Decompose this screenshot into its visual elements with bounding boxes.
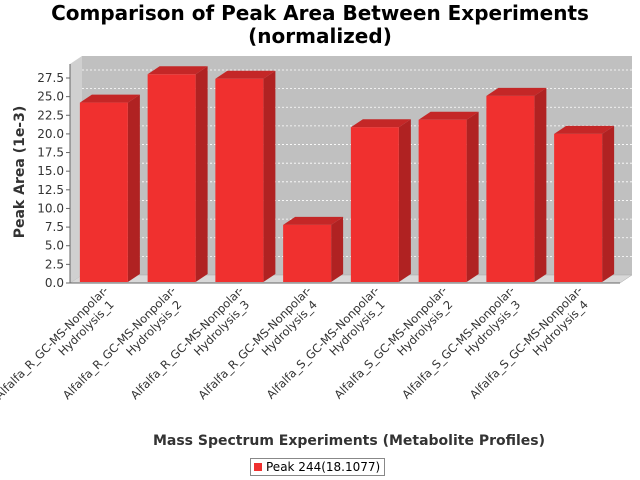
x-tick-label: Alfalfa_R_GC-MS-Nonpolar-Hydrolysis_3 <box>128 283 252 402</box>
y-tick-label: 12.5 <box>37 183 64 197</box>
legend-swatch <box>254 463 262 471</box>
y-tick-label: 7.5 <box>45 220 64 234</box>
x-axis-label: Mass Spectrum Experiments (Metabolite Pr… <box>153 433 545 449</box>
y-axis-label: Peak Area (1e-3) <box>12 106 28 239</box>
chart-title-line-1: Comparison of Peak Area Between Experime… <box>51 1 589 25</box>
legend: Peak 244(18.1077) <box>250 458 386 476</box>
bars <box>79 66 615 283</box>
bar-top <box>418 111 479 120</box>
bar-side <box>195 66 208 282</box>
bar-top <box>79 94 140 103</box>
bar-top <box>554 125 615 134</box>
x-tick-label-line: Alfalfa_R_GC-MS-Nonpolar- <box>0 283 111 402</box>
bar-top <box>283 216 344 225</box>
bar <box>283 224 332 282</box>
bar-side <box>534 87 547 283</box>
x-tick-label: Alfalfa_R_GC-MS-Nonpolar-Hydrolysis_4 <box>195 283 319 402</box>
plot-side-wall <box>70 56 82 283</box>
bar-side <box>127 94 140 282</box>
bar-top <box>215 70 276 79</box>
y-tick-label: 27.5 <box>37 71 64 85</box>
bar-side <box>602 125 615 282</box>
x-tick-label: Alfalfa_R_GC-MS-Nonpolar-Hydrolysis_2 <box>60 283 184 402</box>
y-tick-label: 2.5 <box>45 257 64 271</box>
y-tick-label: 15.0 <box>37 164 64 178</box>
bar-side <box>331 216 344 282</box>
bar-top <box>147 66 208 75</box>
chart-title: Comparison of Peak Area Between Experime… <box>0 2 640 48</box>
bar <box>554 133 603 282</box>
y-tick-label: 17.5 <box>37 146 64 160</box>
bar-top <box>350 119 411 128</box>
y-tick-label: 25.0 <box>37 90 64 104</box>
x-tick-label: Alfalfa_S_GC-MS-Nonpolar-Hydrolysis_3 <box>399 283 523 401</box>
bar-side <box>263 70 276 282</box>
bar <box>418 119 467 282</box>
legend-label: Peak 244(18.1077) <box>266 460 381 474</box>
bar <box>215 78 264 282</box>
y-tick-label: 20.0 <box>37 127 64 141</box>
x-tick-label: Alfalfa_S_GC-MS-Nonpolar-Hydrolysis_2 <box>331 283 455 401</box>
x-tick-label: Alfalfa_S_GC-MS-Nonpolar-Hydrolysis_1 <box>264 283 388 401</box>
bar <box>147 74 196 282</box>
chart-title-line-2: (normalized) <box>248 24 392 48</box>
y-tick-label: 10.0 <box>37 201 64 215</box>
x-tick-label: Alfalfa_S_GC-MS-Nonpolar-Hydrolysis_4 <box>467 283 591 401</box>
y-tick-label: 22.5 <box>37 108 64 122</box>
bar <box>350 127 399 282</box>
bar <box>486 95 535 283</box>
y-tick-label: 0.0 <box>45 276 64 290</box>
bar-side <box>398 119 411 282</box>
bar <box>79 102 128 282</box>
bar-top <box>486 87 547 96</box>
y-tick-label: 5.0 <box>45 239 64 253</box>
bar-side <box>466 111 479 282</box>
